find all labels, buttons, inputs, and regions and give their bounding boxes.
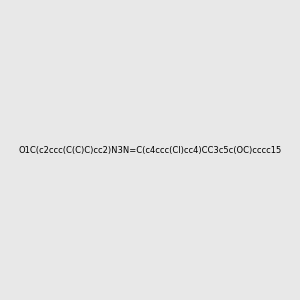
Text: O1C(c2ccc(C(C)C)cc2)N3N=C(c4ccc(Cl)cc4)CC3c5c(OC)cccc15: O1C(c2ccc(C(C)C)cc2)N3N=C(c4ccc(Cl)cc4)C… [18,146,282,154]
